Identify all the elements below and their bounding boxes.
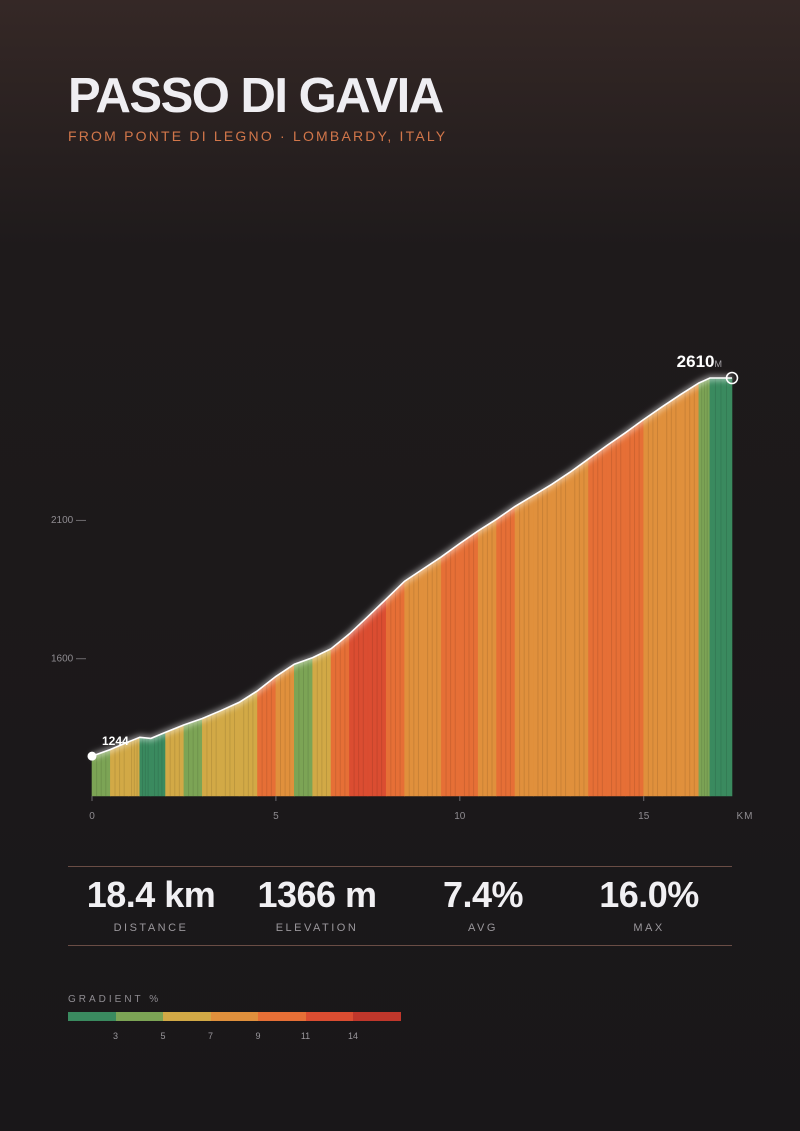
legend-tick-label: 3: [112, 1031, 119, 1041]
legend-tick-label: 5: [160, 1031, 166, 1041]
legend-swatch: [210, 1012, 258, 1021]
elevation-profile-chart: 1600 — 2100 — 0 5 10 15 KM 1244 2610M: [51, 352, 753, 822]
stats-panel: 18.4 km DISTANCE 1366 m ELEVATION 7.4% A…: [68, 866, 732, 946]
summit-elevation-label: 2610M: [677, 352, 722, 371]
y-axis: 1600 — 2100 —: [51, 515, 86, 664]
y-tick-label: 1600 —: [51, 654, 86, 665]
profile-line: [91, 377, 732, 757]
start-elevation-label: 1244: [102, 734, 129, 748]
y-tick-label: 2100 —: [51, 515, 86, 526]
summit-elevation-unit: M: [715, 359, 723, 369]
stat-elevation-value: 1366 m: [257, 874, 377, 915]
legend-tick-label: 14: [347, 1031, 359, 1041]
stat-distance: 18.4 km DISTANCE: [68, 867, 234, 934]
legend-tick-label: 7: [207, 1031, 214, 1041]
stat-avg-value: 7.4%: [442, 874, 524, 915]
legend-swatch: [68, 1012, 116, 1021]
x-tick-label: 0: [89, 811, 95, 822]
legend-swatch: [163, 1012, 211, 1021]
legend-title: GRADIENT %: [68, 994, 162, 1005]
legend-swatch: [353, 1012, 401, 1021]
summit-elevation-value: 2610: [677, 352, 715, 371]
legend-tick-label: 11: [300, 1031, 311, 1041]
stat-elevation-label: ELEVATION: [275, 922, 359, 934]
page-title: PASSO DI GAVIA: [68, 69, 444, 123]
x-axis: 0 5 10 15 KM: [89, 796, 753, 822]
legend-swatch: [258, 1012, 306, 1021]
legend-swatch: [115, 1012, 163, 1021]
x-tick-label: 10: [454, 811, 466, 822]
stat-max-value: 16.0%: [599, 874, 699, 915]
summit-marker: [725, 371, 739, 385]
stat-max: 16.0% MAX: [566, 867, 732, 934]
gradient-bars: [91, 377, 733, 797]
legend-tick-label: 9: [255, 1031, 261, 1041]
stat-distance-value: 18.4 km: [86, 874, 216, 915]
stat-elevation: 1366 m ELEVATION: [234, 867, 400, 934]
x-tick-label: 5: [273, 811, 279, 822]
gradient-legend-bar: [68, 1012, 401, 1021]
x-tick-label: 15: [638, 811, 650, 822]
x-axis-unit: KM: [737, 811, 754, 822]
legend-swatch: [305, 1012, 353, 1021]
stat-distance-label: DISTANCE: [113, 922, 189, 934]
stat-avg-label: AVG: [468, 922, 498, 934]
page-subtitle: FROM PONTE DI LEGNO · LOMBARDY, ITALY: [68, 128, 448, 144]
start-marker: [87, 751, 97, 761]
stat-avg: 7.4% AVG: [400, 867, 566, 934]
stat-max-label: MAX: [633, 922, 665, 934]
